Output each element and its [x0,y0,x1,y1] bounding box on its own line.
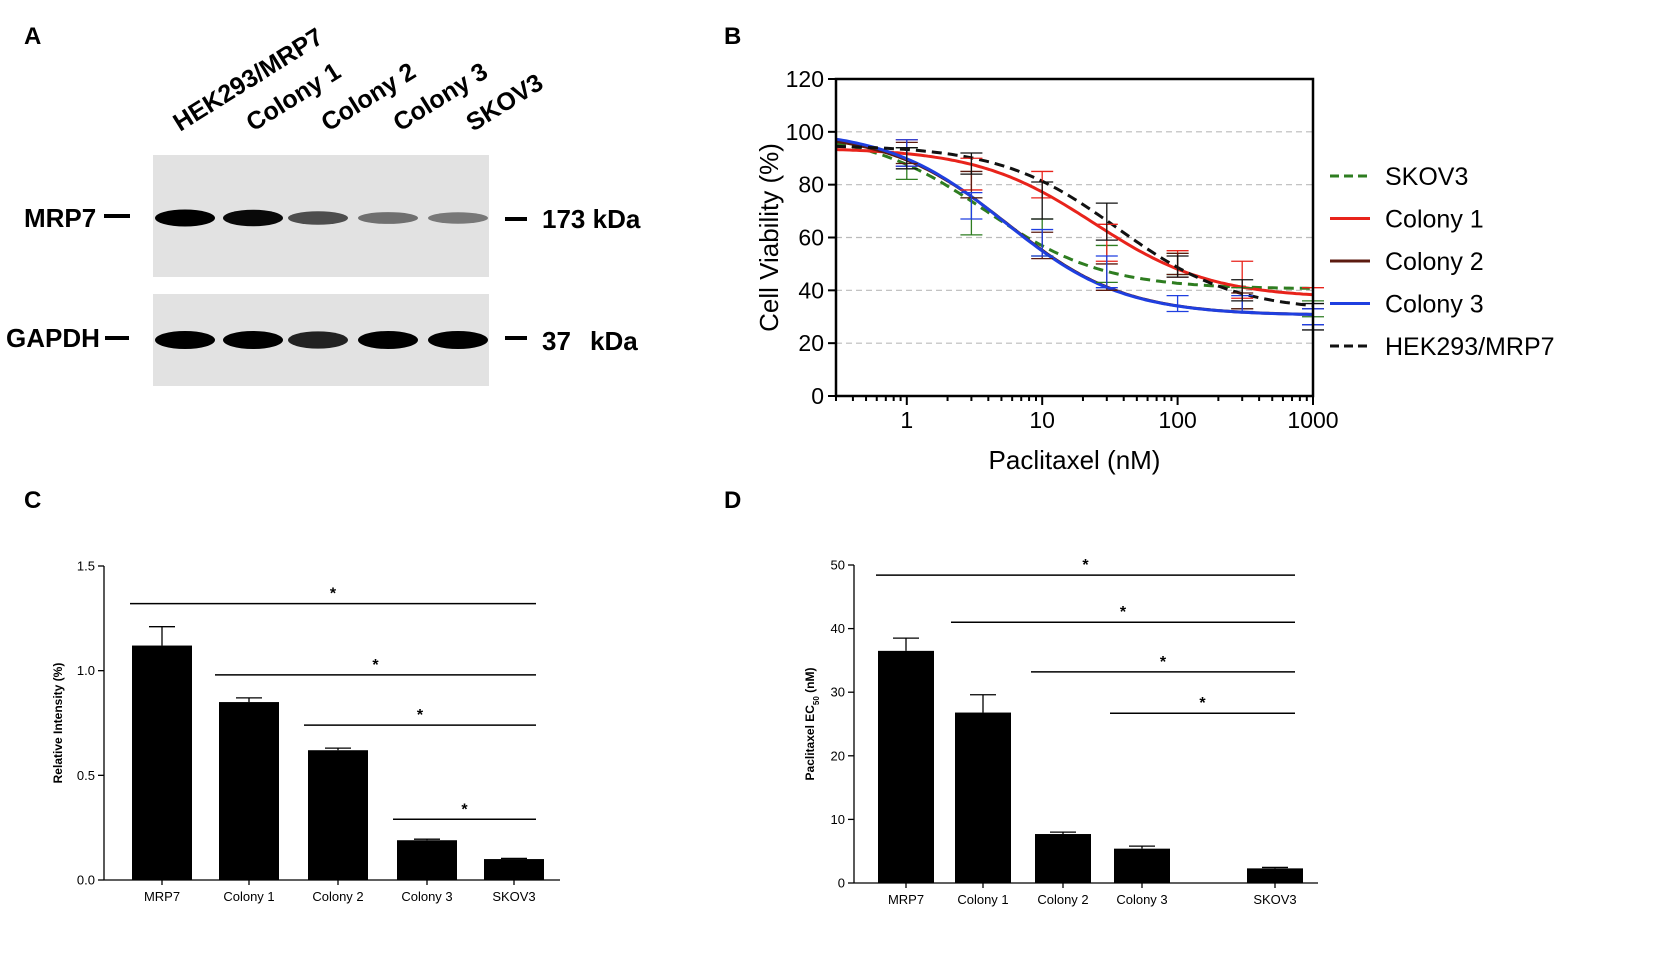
blot-band [288,331,348,349]
y-axis-label: Relative Intensity (%) [51,663,65,784]
y-tick-label: 20 [831,748,845,763]
bar [955,712,1011,883]
x-tick-label: 100 [1158,407,1196,433]
legend-label: Colony 1 [1385,206,1484,234]
fit-curve [835,144,1314,308]
bar [219,702,279,880]
blot-band [358,212,418,224]
blot-band [288,211,348,225]
bar [878,650,934,883]
significance-star: * [1082,557,1089,574]
x-tick-label: MRP7 [888,892,924,907]
y-tick-label: 120 [786,66,824,92]
y-tick-label: 0 [838,876,845,891]
panel-letter-a: A [24,23,41,50]
y-tick-label: 1.5 [77,559,95,574]
relative-intensity-chart: 0.0 0.5 1.0 1.5 MRP7 Colony 1 Colony 2 Colony 3… [51,559,560,904]
x-tick-label: Colony 1 [957,892,1008,907]
blot-band [223,209,283,227]
ec50-chart: 0 10 20 30 40 50 MRP7 Colony 1 Colony 2 Colony 3 S… [803,557,1318,907]
x-tick-label: SKOV3 [492,889,535,904]
mrp7-row-label: MRP7 [24,203,96,233]
bar [397,840,457,880]
y-axis-label-subscript: 50 [812,696,821,705]
y-tick-label: 40 [798,277,824,303]
fit-curve [835,148,1314,297]
panel-letter-d: D [724,487,741,514]
x-tick-label: SKOV3 [1253,892,1296,907]
legend-label: Colony 3 [1385,291,1484,319]
panel-letter-b: B [724,23,741,50]
blot-bands [155,209,488,349]
gapdh-row-label: GAPDH [6,323,100,353]
blot-band [428,212,488,224]
bar [1114,848,1170,883]
y-axis-label: Paclitaxel EC50 (nM) [803,668,821,781]
y-axis-label: Cell Viability (%) [754,143,784,332]
blot-band [223,331,283,349]
mrp7-size-tick [505,217,527,221]
gapdh-row-tick [105,336,129,340]
bar [1035,834,1091,883]
y-tick-label: 1.0 [77,663,95,678]
mrp7-size-label: 173 kDa [542,204,641,234]
y-tick-label: 0 [811,383,824,409]
panel-letter-c: C [24,487,41,514]
legend-label: HEK293/MRP7 [1385,333,1555,361]
y-tick-label: 100 [786,119,824,145]
y-tick-label: 10 [831,812,845,827]
gapdh-size-number: 37 [542,326,571,356]
bar [132,645,192,880]
fit-curve [835,141,1313,290]
x-tick-label: MRP7 [144,889,180,904]
blot-band [358,331,418,349]
significance-star: * [461,801,468,818]
x-tick-label: 10 [1029,407,1055,433]
y-axis-label-unit: (nM) [803,668,817,697]
x-tick-label: Colony 3 [401,889,452,904]
y-tick-label: 0.5 [77,768,95,783]
y-tick-label: 40 [831,621,845,636]
y-tick-label: 0.0 [77,873,95,888]
significance-star: * [1199,695,1206,712]
bar [308,750,368,880]
significance-star: * [417,707,424,724]
y-tick-label: 80 [798,172,824,198]
legend-label: SKOV3 [1385,163,1468,191]
mrp7-row-tick [104,214,130,218]
significance-star: * [1160,654,1167,671]
y-axis-label-main: Paclitaxel EC [803,705,817,781]
legend-label: Colony 2 [1385,248,1484,276]
blot-band [428,331,488,349]
x-tick-label: Colony 2 [312,889,363,904]
y-tick-label: 50 [831,558,845,573]
y-tick-label: 60 [798,225,824,251]
bar [484,859,544,880]
x-tick-label: 1000 [1287,407,1338,433]
blot-band [155,209,215,227]
gapdh-size-unit: kDa [590,326,638,356]
blot-band [155,331,215,349]
x-tick-label: Colony 3 [1116,892,1167,907]
bar [1247,868,1303,883]
y-tick-label: 20 [798,330,824,356]
significance-star: * [372,657,379,674]
x-axis-label: Paclitaxel (nM) [989,445,1161,475]
x-tick-label: Colony 2 [1037,892,1088,907]
y-tick-label: 30 [831,685,845,700]
gapdh-size-tick [505,336,527,340]
significance-star: * [330,586,337,603]
x-tick-label: Colony 1 [223,889,274,904]
x-tick-label: 1 [900,407,913,433]
significance-star: * [1120,604,1127,621]
